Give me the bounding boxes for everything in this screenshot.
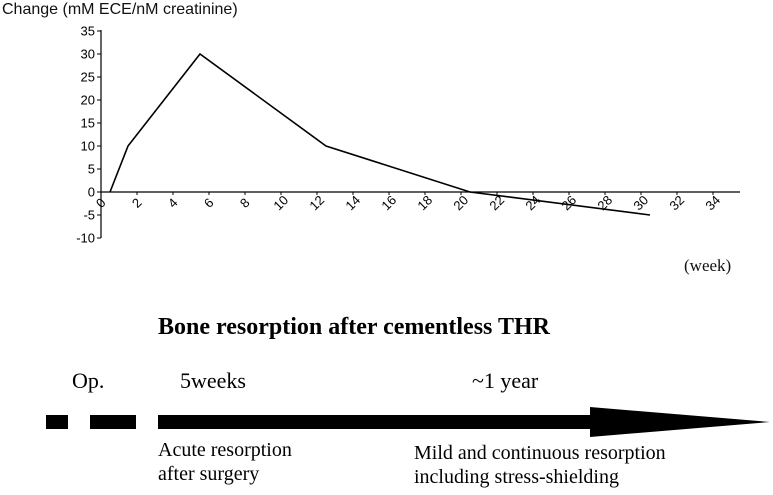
x-tick-label: 34	[702, 192, 723, 213]
x-tick-label: 14	[342, 192, 363, 213]
y-tick-label: 15	[81, 116, 95, 131]
caption-acute: Acute resorption after surgery	[158, 438, 292, 486]
x-tick-label: 16	[378, 192, 399, 213]
caption-mild-line-2: including stress-shielding	[414, 466, 619, 488]
series-line	[109, 52, 651, 216]
y-tick-label: 25	[81, 70, 95, 85]
timeline-arrow	[46, 407, 770, 437]
arrow-shaft	[158, 415, 598, 429]
y-tick-label: 10	[81, 139, 95, 154]
y-tick-label: 20	[81, 93, 95, 108]
x-ticks: 0 2 4 6 8 10 12 14 16 18 20 22 24 26 28 30 32 34	[93, 192, 723, 213]
y-tick-label: -5	[83, 208, 95, 223]
dash-segment-1	[46, 415, 68, 429]
caption-acute-line-1: Acute resorption	[158, 439, 292, 461]
x-tick-label: 26	[558, 192, 579, 213]
caption-mild: Mild and continuous resorption including…	[414, 441, 666, 489]
caption-acute-line-2: after surgery	[158, 463, 260, 485]
marker-op: Op.	[72, 368, 105, 393]
caption-mild-line-1: Mild and continuous resorption	[414, 442, 666, 464]
x-tick-label: 32	[666, 192, 687, 213]
marker-one-year: ~1 year	[472, 368, 539, 393]
y-tick-label: 35	[81, 24, 95, 39]
marker-five-weeks: 5weeks	[180, 368, 246, 393]
dash-segment-2	[90, 415, 136, 429]
y-tick-label: 0	[88, 185, 95, 200]
x-tick-label: 6	[201, 195, 217, 211]
x-tick-label: 30	[630, 192, 651, 213]
timeline-title: Bone resorption after cementless THR	[158, 314, 550, 340]
x-tick-label: 2	[129, 195, 145, 211]
y-tick-label: -10	[76, 231, 95, 246]
x-tick-label: 10	[270, 192, 291, 213]
x-tick-label: 12	[306, 192, 327, 213]
x-tick-label: 24	[522, 192, 543, 213]
x-axis-unit-label: (week)	[684, 256, 732, 275]
y-axis-label: Change (mM ECE/nM creatinine)	[2, 1, 238, 18]
x-tick-label: 20	[450, 192, 471, 213]
y-tick-label: 5	[88, 162, 95, 177]
x-tick-label: 4	[165, 195, 181, 211]
series-group	[109, 52, 651, 216]
x-tick-label: 8	[237, 195, 253, 211]
y-tick-label: 30	[81, 47, 95, 62]
y-ticks: 35 30 25 20 15 10 5 0 -5 -10	[76, 24, 101, 246]
arrow-head	[590, 407, 770, 437]
x-tick-label: 18	[414, 192, 435, 213]
